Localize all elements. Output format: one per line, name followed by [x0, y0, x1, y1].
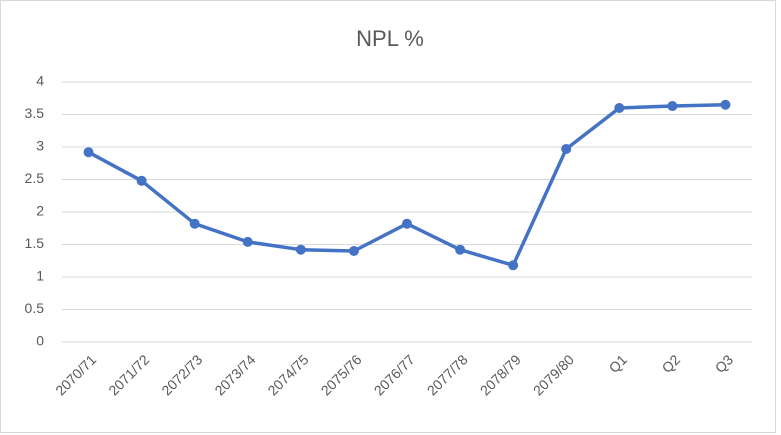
- y-tick-label: 0: [36, 333, 44, 349]
- marker: [242, 236, 253, 247]
- y-tick-label: 0.5: [25, 300, 45, 316]
- y-tick-label: 4: [36, 73, 44, 89]
- y-tick-label: 3: [36, 138, 44, 154]
- marker: [83, 147, 94, 158]
- marker: [189, 218, 200, 229]
- y-tick-label: 2.5: [25, 170, 45, 186]
- marker: [402, 218, 412, 229]
- y-tick-label: 1: [36, 268, 44, 284]
- marker: [136, 175, 147, 186]
- y-tick-label: 1.5: [25, 235, 45, 251]
- marker: [508, 260, 519, 271]
- marker: [295, 244, 306, 255]
- marker: [455, 244, 466, 255]
- y-tick-label: 2: [36, 203, 44, 219]
- marker: [667, 101, 678, 112]
- y-tick-label: 3.5: [25, 105, 45, 121]
- chart-title: NPL %: [356, 26, 424, 51]
- marker: [561, 143, 572, 154]
- marker: [720, 99, 731, 110]
- marker: [614, 103, 625, 113]
- marker: [348, 246, 359, 256]
